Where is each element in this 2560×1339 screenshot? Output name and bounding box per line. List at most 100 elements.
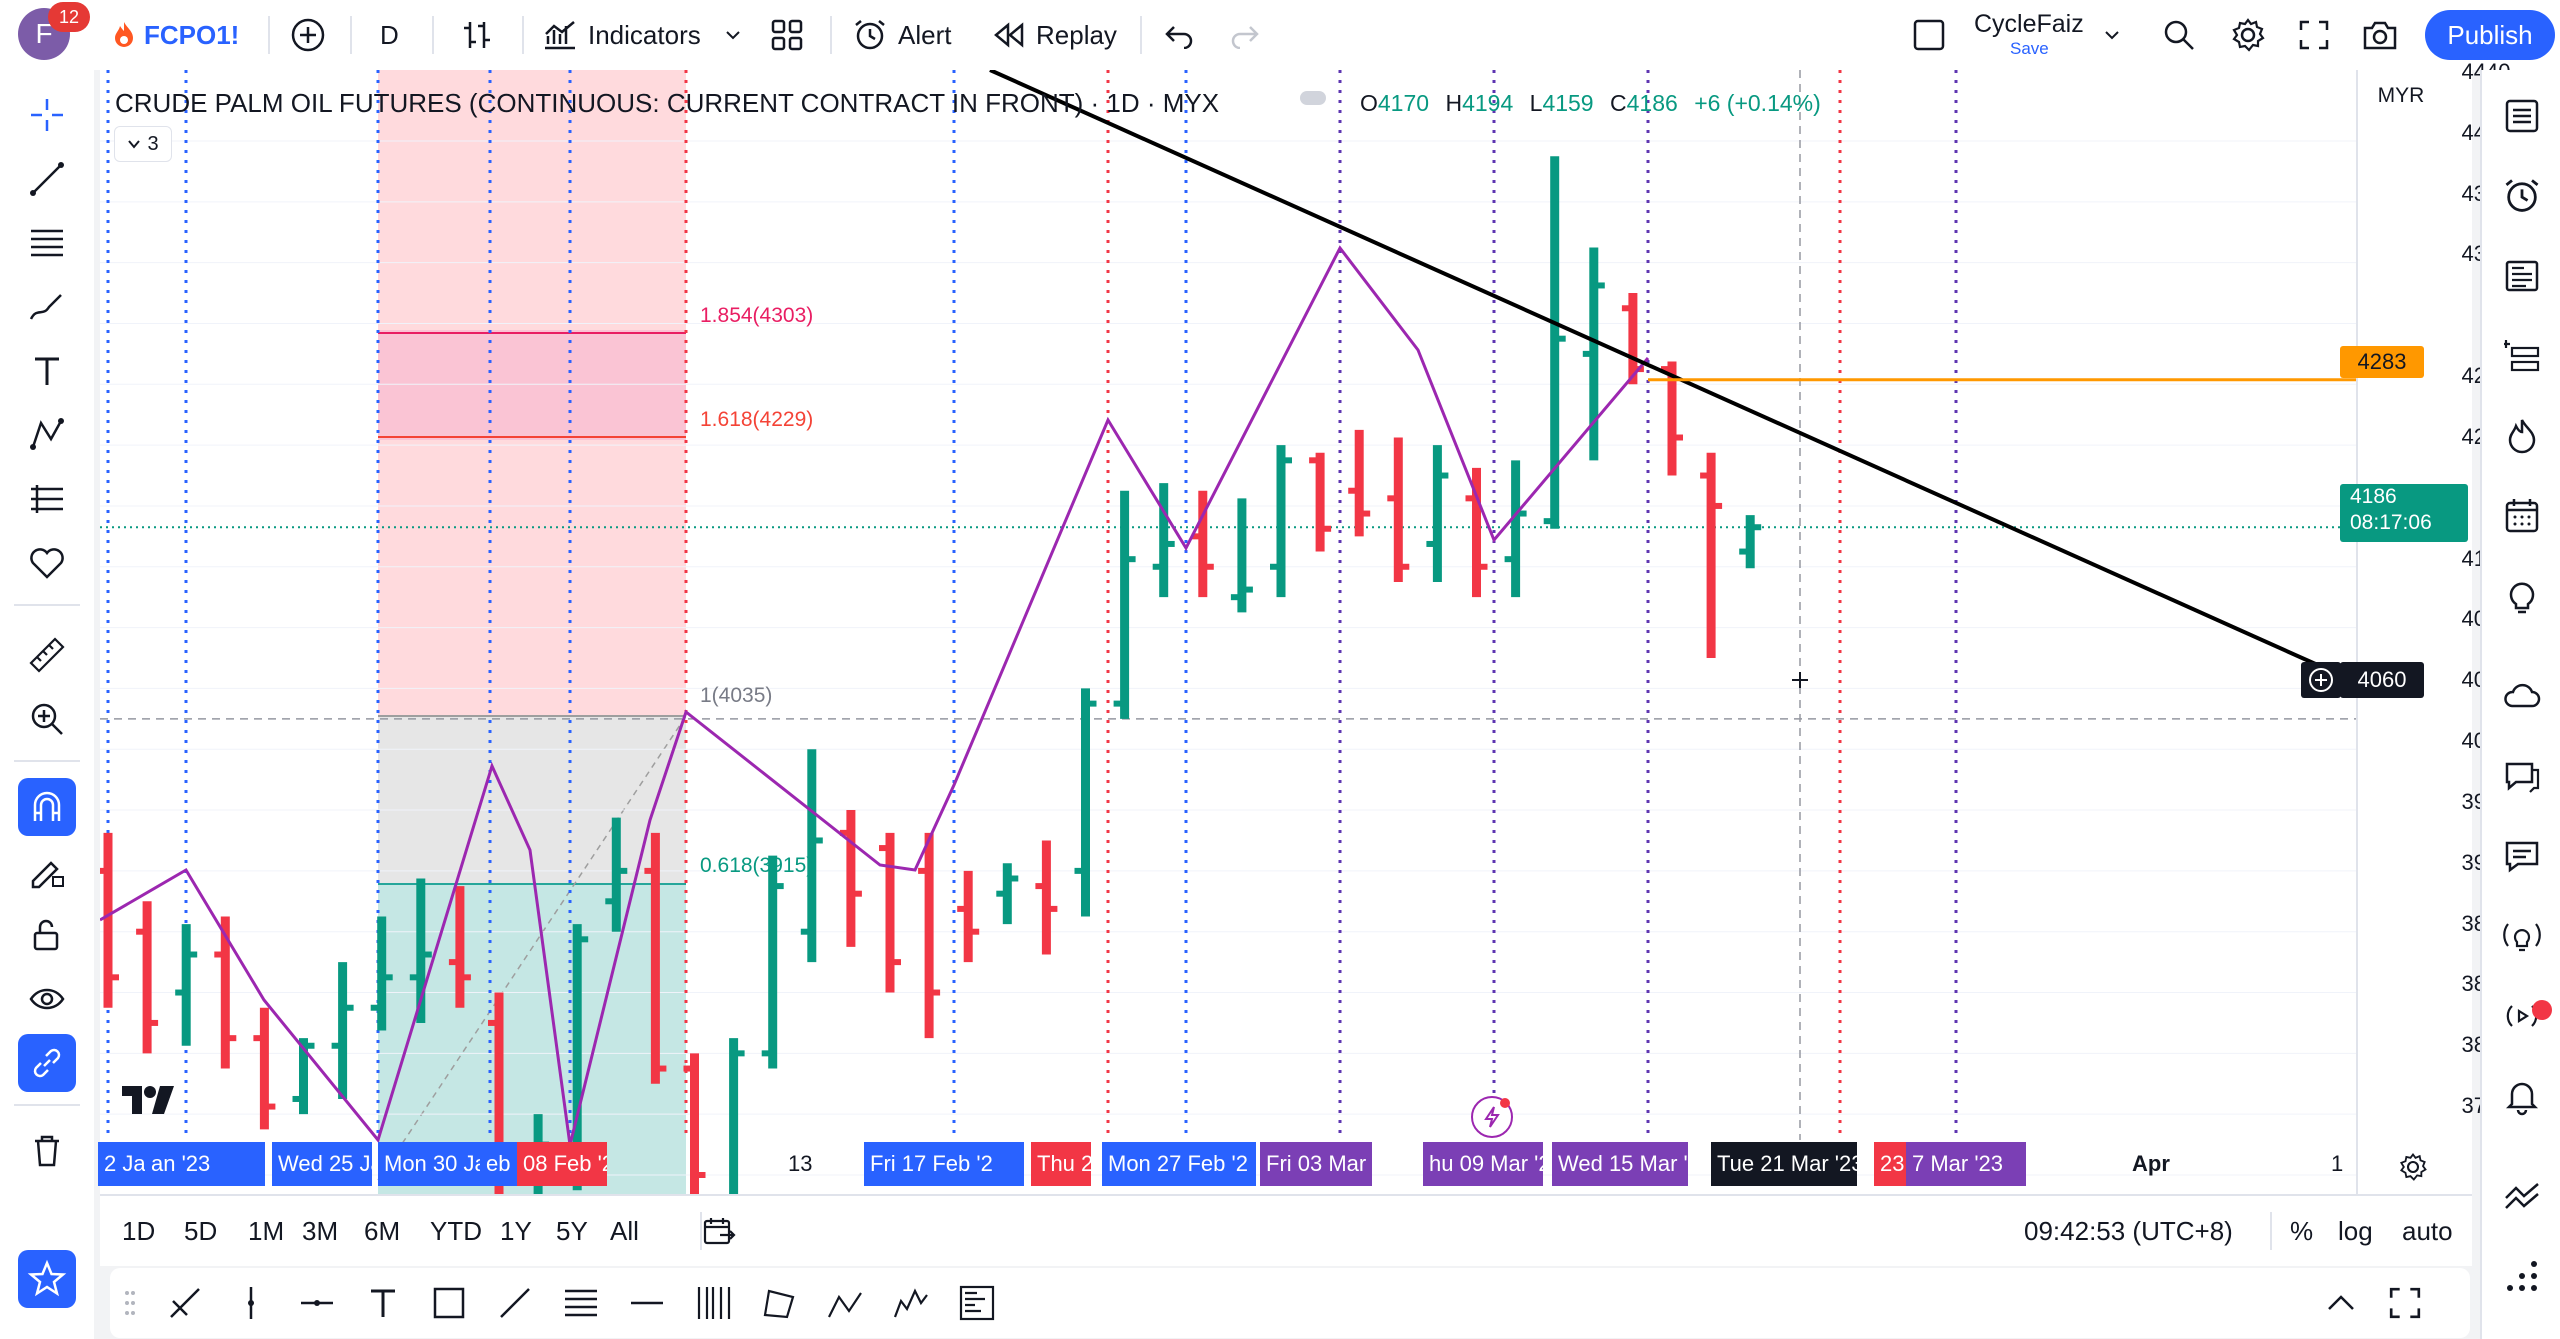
- favorites-bar-toggle[interactable]: [18, 1250, 76, 1308]
- fav-polyline[interactable]: [754, 1278, 804, 1328]
- fav-abcd-pattern[interactable]: [820, 1278, 870, 1328]
- fav-trendline[interactable]: [490, 1278, 540, 1328]
- maximize-chart-button[interactable]: [2380, 1278, 2430, 1328]
- object-tree-button[interactable]: [2494, 328, 2550, 384]
- layout-menu[interactable]: CycleFaiz Save: [1974, 10, 2124, 60]
- layout-checkbox[interactable]: [1912, 0, 1946, 70]
- signals-button[interactable]: [2494, 908, 2550, 964]
- news-button[interactable]: [2494, 248, 2550, 304]
- fav-fib-timezone[interactable]: [688, 1278, 738, 1328]
- tradingview-logo[interactable]: [120, 1084, 176, 1121]
- remove-drawings-tool[interactable]: [18, 1122, 76, 1180]
- toolbar-divider: [14, 604, 80, 606]
- heart-icon: [30, 548, 64, 579]
- timezone-clock[interactable]: 09:42:53 (UTC+8): [2024, 1196, 2233, 1266]
- fav-horizontal-line[interactable]: [622, 1278, 672, 1328]
- fav-cross-lines[interactable]: [160, 1278, 210, 1328]
- price-chart[interactable]: [100, 70, 2472, 1260]
- add-alert-crosshair-button[interactable]: [2301, 662, 2341, 698]
- fav-fixed-range-volume[interactable]: [952, 1278, 1002, 1328]
- goto-date-button[interactable]: [702, 1196, 736, 1266]
- sync-drawings-tool[interactable]: [18, 1034, 76, 1092]
- range-1y-button[interactable]: 1Y: [500, 1215, 532, 1246]
- fav-text[interactable]: [358, 1278, 408, 1328]
- publish-button[interactable]: Publish: [2425, 10, 2555, 60]
- lock-drawings-tool[interactable]: [18, 906, 76, 964]
- ohlc-bar: [214, 916, 237, 1069]
- horizontal-lines-icon: [31, 229, 63, 257]
- magnet-tool[interactable]: [18, 778, 76, 836]
- zoom-tool[interactable]: [18, 690, 76, 748]
- favorites-tool[interactable]: [18, 534, 76, 592]
- text-icon: [35, 357, 59, 385]
- settings-button[interactable]: [2230, 0, 2266, 70]
- log-label: log: [2338, 1215, 2373, 1246]
- indicators-collapse-button[interactable]: 3: [114, 126, 172, 162]
- brush-tool[interactable]: [18, 278, 76, 336]
- replay-button[interactable]: Replay: [992, 0, 1117, 70]
- ideas-button[interactable]: [2494, 568, 2550, 624]
- trading-panel-button[interactable]: [2494, 1168, 2550, 1224]
- legend-toggle[interactable]: [1300, 91, 1326, 105]
- fullscreen-button[interactable]: [2298, 0, 2330, 70]
- fib-retracement-icon: [565, 1289, 597, 1317]
- fav-elliott-wave[interactable]: [886, 1278, 936, 1328]
- snapshot-button[interactable]: [2362, 0, 2398, 70]
- undo-button[interactable]: [1162, 0, 1196, 70]
- help-button[interactable]: [2494, 1248, 2550, 1304]
- symbol-search[interactable]: FCPO1!: [112, 0, 239, 70]
- low-label: L: [1529, 90, 1543, 116]
- range-6m-button[interactable]: 6M: [364, 1215, 401, 1246]
- watchlist-button[interactable]: [2494, 88, 2550, 144]
- alert-button[interactable]: Alert: [852, 0, 951, 70]
- fav-fib-retracement[interactable]: [556, 1278, 606, 1328]
- notifications-button[interactable]: [2494, 1068, 2550, 1124]
- time-axis-label: Wed 25 Ja: [272, 1142, 372, 1186]
- fav-horizontal-ray[interactable]: [292, 1278, 342, 1328]
- ohlc-bar: [136, 901, 159, 1054]
- auto-scale-toggle[interactable]: auto: [2402, 1196, 2453, 1266]
- fav-vertical-line[interactable]: [226, 1278, 276, 1328]
- hide-drawings-tool[interactable]: [18, 970, 76, 1028]
- measure-tool[interactable]: [18, 626, 76, 684]
- streams-button[interactable]: [2494, 668, 2550, 724]
- interval-button[interactable]: D: [380, 0, 399, 70]
- magnet-icon: [33, 791, 61, 821]
- range-1d-button[interactable]: 1D: [122, 1215, 156, 1246]
- compare-button[interactable]: [290, 0, 326, 70]
- public-chats-button[interactable]: [2494, 828, 2550, 884]
- range-3m-button[interactable]: 3M: [302, 1215, 339, 1246]
- tv-logo-icon: [122, 1086, 174, 1114]
- collapse-bar-button[interactable]: [2316, 1278, 2366, 1328]
- chart-pane[interactable]: CRUDE PALM OIL FUTURES (CONTINUOUS: CURR…: [98, 59, 2510, 1260]
- pattern-tool[interactable]: [18, 406, 76, 464]
- keep-drawing-tool[interactable]: [18, 842, 76, 900]
- currency-selector[interactable]: MYR: [2356, 84, 2446, 108]
- range-ytd-button[interactable]: YTD: [430, 1215, 482, 1246]
- layout-dropdown[interactable]: [2102, 0, 2122, 70]
- fav-rectangle[interactable]: [424, 1278, 474, 1328]
- redo-button[interactable]: [1228, 0, 1262, 70]
- range-all-button[interactable]: All: [610, 1215, 639, 1246]
- calendar-button[interactable]: [2494, 488, 2550, 544]
- fib-level-1618: 1.618(4229): [700, 408, 814, 431]
- chart-type-button[interactable]: [460, 0, 494, 70]
- search-button[interactable]: [2162, 0, 2196, 70]
- axis-settings-button[interactable]: [2398, 1152, 2428, 1187]
- range-5d-button[interactable]: 5D: [184, 1215, 218, 1246]
- crosshair-tool[interactable]: [18, 86, 76, 144]
- indicators-button[interactable]: Indicators: [542, 0, 743, 70]
- log-scale-toggle[interactable]: log: [2338, 1196, 2373, 1266]
- prediction-tool[interactable]: [18, 470, 76, 528]
- chats-button[interactable]: [2494, 748, 2550, 804]
- alerts-panel-button[interactable]: [2494, 168, 2550, 224]
- range-1m-button[interactable]: 1M: [248, 1215, 285, 1246]
- templates-button[interactable]: [770, 0, 804, 70]
- percent-scale-toggle[interactable]: %: [2290, 1196, 2313, 1266]
- drag-handle[interactable]: [118, 1278, 142, 1328]
- range-5y-button[interactable]: 5Y: [556, 1215, 588, 1246]
- trendline-tool[interactable]: [18, 150, 76, 208]
- text-tool[interactable]: [18, 342, 76, 400]
- gann-fib-tool[interactable]: [18, 214, 76, 272]
- hotlists-button[interactable]: [2494, 408, 2550, 464]
